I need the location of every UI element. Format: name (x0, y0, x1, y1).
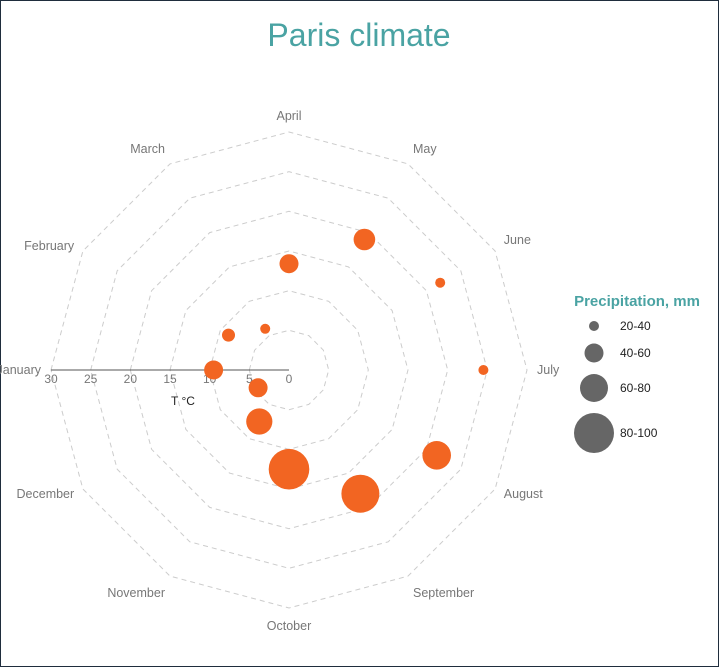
data-points (204, 228, 489, 513)
category-label-may: May (413, 142, 437, 156)
legend-label[interactable]: 20-40 (620, 319, 651, 333)
legend-marker[interactable] (580, 374, 608, 402)
category-label-november: November (107, 586, 165, 600)
category-label-october: October (267, 619, 311, 633)
grid-ring (50, 131, 528, 609)
category-label-april: April (276, 109, 301, 123)
legend-marker[interactable] (574, 413, 614, 453)
category-label-september: September (413, 586, 474, 600)
category-label-december: December (17, 487, 75, 501)
category-label-february: February (24, 239, 75, 253)
legend-marker[interactable] (584, 343, 604, 363)
radial-tick-label: 25 (84, 372, 98, 386)
category-label-july: July (537, 363, 560, 377)
radial-axis-title: T °C (171, 394, 195, 408)
chart-title: Paris climate (267, 17, 450, 53)
category-label-june: June (504, 233, 531, 247)
radial-tick-label: 20 (124, 372, 138, 386)
category-label-march: March (130, 142, 165, 156)
grid-ring (209, 290, 369, 450)
point-june[interactable] (435, 277, 446, 288)
point-october[interactable] (268, 448, 310, 490)
radial-tick-label: 30 (44, 372, 58, 386)
legend-label[interactable]: 60-80 (620, 381, 651, 395)
legend[interactable]: Precipitation, mm 20-40 40-60 60-80 80-100 (574, 293, 700, 453)
point-december[interactable] (248, 378, 268, 398)
category-label-january: January (0, 363, 42, 377)
category-labels: January February March April May June July Augu… (0, 109, 560, 633)
legend-label[interactable]: 80-100 (620, 426, 658, 440)
point-august[interactable] (422, 441, 452, 470)
legend-label[interactable]: 40-60 (620, 346, 651, 360)
point-september[interactable] (341, 474, 380, 513)
legend-marker[interactable] (589, 321, 599, 331)
radial-tick-label: 0 (286, 372, 293, 386)
category-label-august: August (504, 487, 543, 501)
grid-ring (169, 250, 409, 490)
point-november[interactable] (246, 408, 273, 435)
point-july[interactable] (478, 365, 489, 375)
point-january[interactable] (204, 360, 224, 380)
grid-ring (129, 210, 449, 530)
point-may[interactable] (353, 228, 376, 251)
radial-tick-label: 15 (163, 372, 177, 386)
point-march[interactable] (260, 323, 271, 334)
radial-tick-label: 5 (246, 372, 253, 386)
point-april[interactable] (279, 254, 299, 274)
legend-title: Precipitation, mm (574, 293, 700, 310)
point-february[interactable] (222, 328, 235, 342)
